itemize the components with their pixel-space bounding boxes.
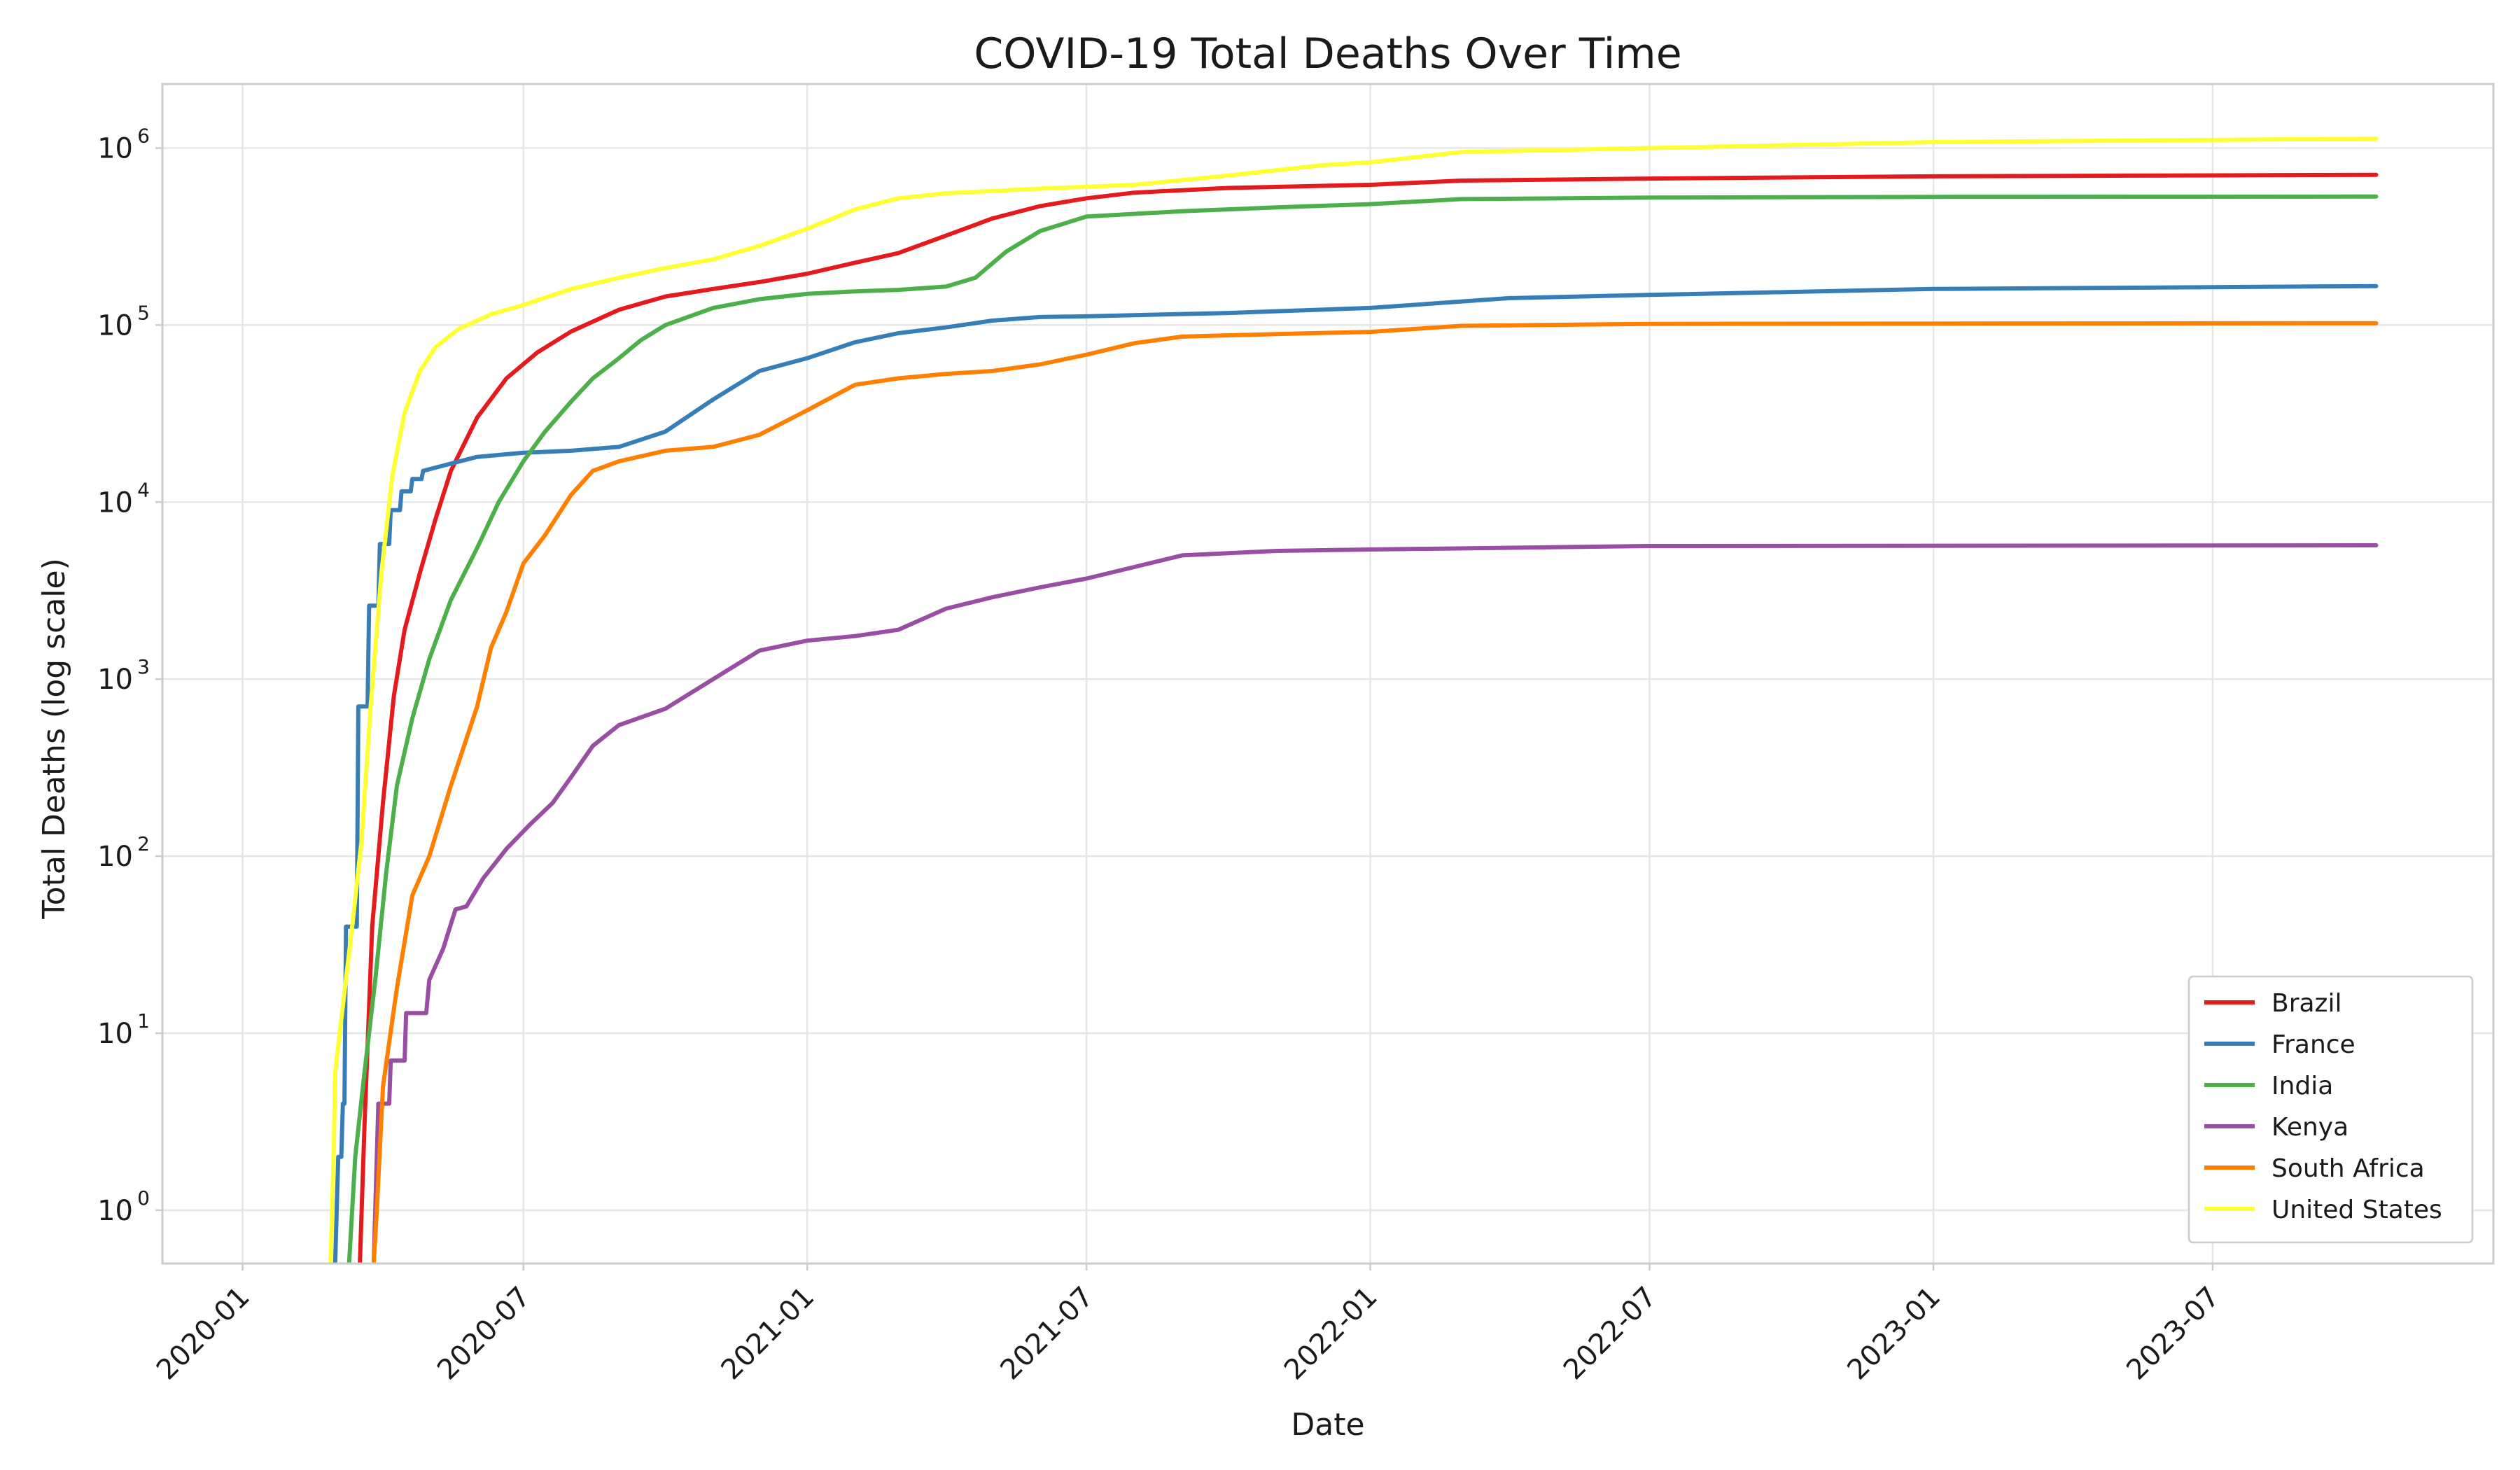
y-tick-exponent: 0 [137,1186,150,1210]
y-tick-label: 10 [97,1195,133,1227]
y-tick-exponent: 4 [137,478,150,501]
y-tick-exponent: 3 [137,655,150,678]
legend-label: India [2272,1072,2333,1100]
x-axis-label: Date [1291,1407,1364,1443]
y-axis-label: Total Deaths (log scale) [36,558,72,919]
legend-label: Brazil [2272,989,2342,1018]
series-line-kenya [371,543,2379,1264]
legend-box [2188,975,2474,1244]
legend-label: Kenya [2272,1113,2348,1142]
series-line-united-states [328,136,2379,1264]
y-tick-label: 10 [97,486,133,519]
chart-title: COVID-19 Total Deaths Over Time [974,29,1681,78]
y-tick-label: 10 [97,841,133,873]
legend-label: United States [2272,1196,2442,1224]
legend: Brazil France India Kenya South Africa United… [2188,975,2474,1244]
plot-area [328,136,2379,1264]
legend-label: France [2272,1030,2356,1059]
series-line-india [346,194,2379,1264]
y-tick-label: 10 [97,309,133,342]
y-tick-exponent: 1 [137,1009,150,1032]
legend-label: South Africa [2272,1154,2425,1183]
y-tick-exponent: 6 [137,124,150,147]
y-tick-label: 10 [97,132,133,164]
y-tick-label: 10 [97,664,133,696]
y-tick-exponent: 2 [137,832,150,855]
series-line-south-africa [371,321,2379,1264]
grid [162,84,2493,1264]
y-tick-exponent: 5 [137,301,150,324]
series-line-france [332,284,2379,1264]
plot-frame [161,83,2495,1265]
y-tick-label: 10 [97,1018,133,1050]
series-line-brazil [358,172,2379,1264]
